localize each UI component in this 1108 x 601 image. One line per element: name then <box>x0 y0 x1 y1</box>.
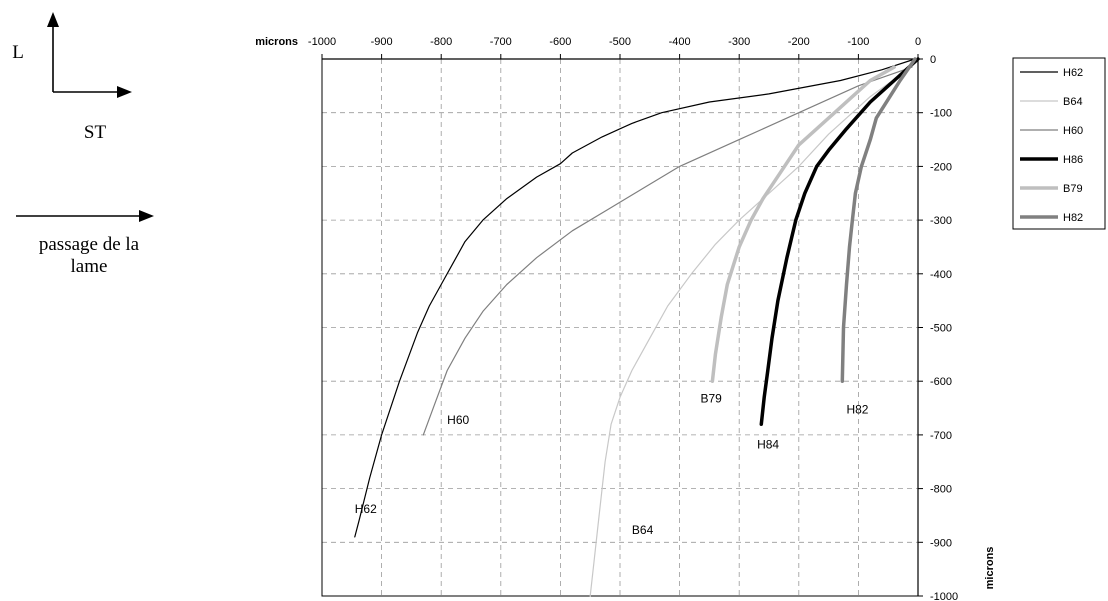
y-tick-label: -600 <box>930 376 952 388</box>
y-tick-label: -500 <box>930 323 952 335</box>
series-annotation-h82: H82 <box>846 402 868 416</box>
blade-caption-line2: lame <box>71 256 108 277</box>
axis-l-label: L <box>12 42 24 63</box>
series-annotation-h60: H60 <box>447 413 469 427</box>
y-tick-label: -800 <box>930 484 952 496</box>
legend-label-b79: B79 <box>1063 183 1083 195</box>
series-annotation-b64: B64 <box>632 523 654 537</box>
y-axis-title: microns <box>984 547 996 590</box>
chart-gridlines <box>322 59 918 596</box>
blade-caption-line1: passage de la <box>39 234 140 255</box>
series-annotation-b79: B79 <box>700 392 722 406</box>
y-tick-label: -400 <box>930 269 952 281</box>
x-tick-label: -600 <box>549 36 571 48</box>
x-tick-label: -300 <box>728 36 750 48</box>
x-axis-ticks: -1000 -900 -800 -700 -600 -500 -400 -300 -200 -10… <box>308 36 921 59</box>
series-layer <box>354 57 920 597</box>
legend-label-h62: H62 <box>1063 67 1083 79</box>
orientation-diagram: L ST passage de la lame <box>12 12 154 277</box>
y-tick-label: -200 <box>930 161 952 173</box>
legend-label-b64: B64 <box>1063 96 1083 108</box>
legend-label-h82: H82 <box>1063 212 1083 224</box>
l-arrowhead-icon <box>47 12 59 27</box>
y-tick-label: -100 <box>930 108 952 120</box>
x-tick-label: -200 <box>788 36 810 48</box>
x-tick-label: -900 <box>371 36 393 48</box>
axis-st-label: ST <box>84 122 107 143</box>
series-annotation-h62: H62 <box>355 502 377 516</box>
series-line-h86 <box>759 57 920 426</box>
x-tick-label: -1000 <box>308 36 336 48</box>
x-tick-label: -500 <box>609 36 631 48</box>
series-line-b64 <box>589 58 919 597</box>
chart-legend: H62 B64 H60 H86 B79 H82 <box>1012 57 1106 230</box>
y-tick-label: -300 <box>930 215 952 227</box>
x-tick-label: -700 <box>490 36 512 48</box>
x-tick-label: -100 <box>847 36 869 48</box>
blade-arrowhead-icon <box>139 210 154 222</box>
y-tick-label: -700 <box>930 430 952 442</box>
st-arrowhead-icon <box>117 86 132 98</box>
x-tick-label: -800 <box>430 36 452 48</box>
y-tick-label: 0 <box>930 54 936 66</box>
x-tick-label: -400 <box>669 36 691 48</box>
legend-box <box>1012 57 1106 230</box>
y-tick-label: -900 <box>930 537 952 549</box>
chart: -1000 -900 -800 -700 -600 -500 -400 -300 -200 -10… <box>255 36 996 601</box>
series-line-b79 <box>710 65 896 383</box>
series-line-h82 <box>840 57 917 383</box>
legend-label-h86: H86 <box>1063 154 1083 166</box>
series-annotation-h84: H84 <box>757 437 779 451</box>
x-tick-label: 0 <box>915 36 921 48</box>
legend-label-h60: H60 <box>1063 125 1083 137</box>
x-axis-title: microns <box>255 36 298 48</box>
y-axis-ticks: 0 -100 -200 -300 -400 -500 -600 -700 -800 -900 -10… <box>918 54 958 601</box>
series-line-h60 <box>422 66 913 436</box>
series-line-h62 <box>354 58 916 538</box>
y-tick-label: -1000 <box>930 591 958 601</box>
annotation-layer: H62 H60 B64 B79 H84 H82 <box>355 392 869 538</box>
